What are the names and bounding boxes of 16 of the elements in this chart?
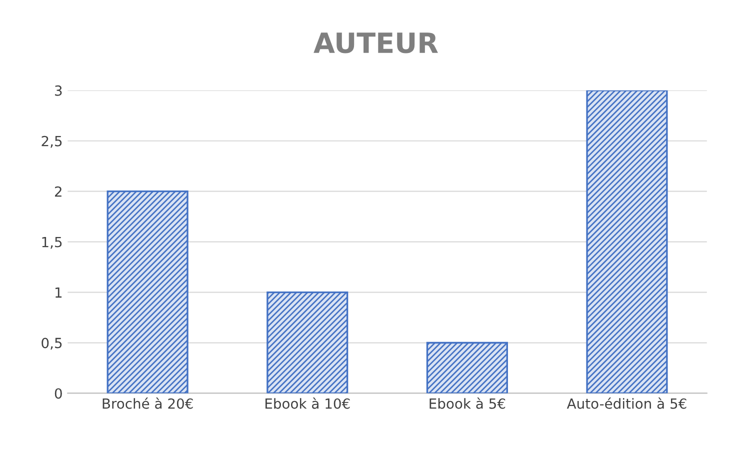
x-tick-label: Ebook à 5€	[430, 398, 506, 409]
chart-title: AUTEUR	[314, 32, 438, 54]
x-tick-label: Broché à 20€	[102, 398, 193, 409]
bar	[266, 291, 348, 394]
y-tick-label: 3	[55, 85, 62, 96]
bar	[106, 190, 188, 394]
y-tick-label: 2	[55, 186, 62, 197]
x-tick-label: Auto-édition à 5€	[566, 398, 686, 409]
y-tick-label: 0,5	[42, 338, 62, 350]
bar	[586, 90, 668, 394]
y-tick-label: 0	[54, 388, 62, 399]
y-tick-label: 1	[56, 287, 62, 298]
y-tick-label: 2,5	[42, 136, 62, 148]
x-tick-label: Ebook à 10€	[266, 398, 350, 409]
bar	[426, 342, 508, 394]
y-tick-label: 1,5	[42, 236, 62, 249]
